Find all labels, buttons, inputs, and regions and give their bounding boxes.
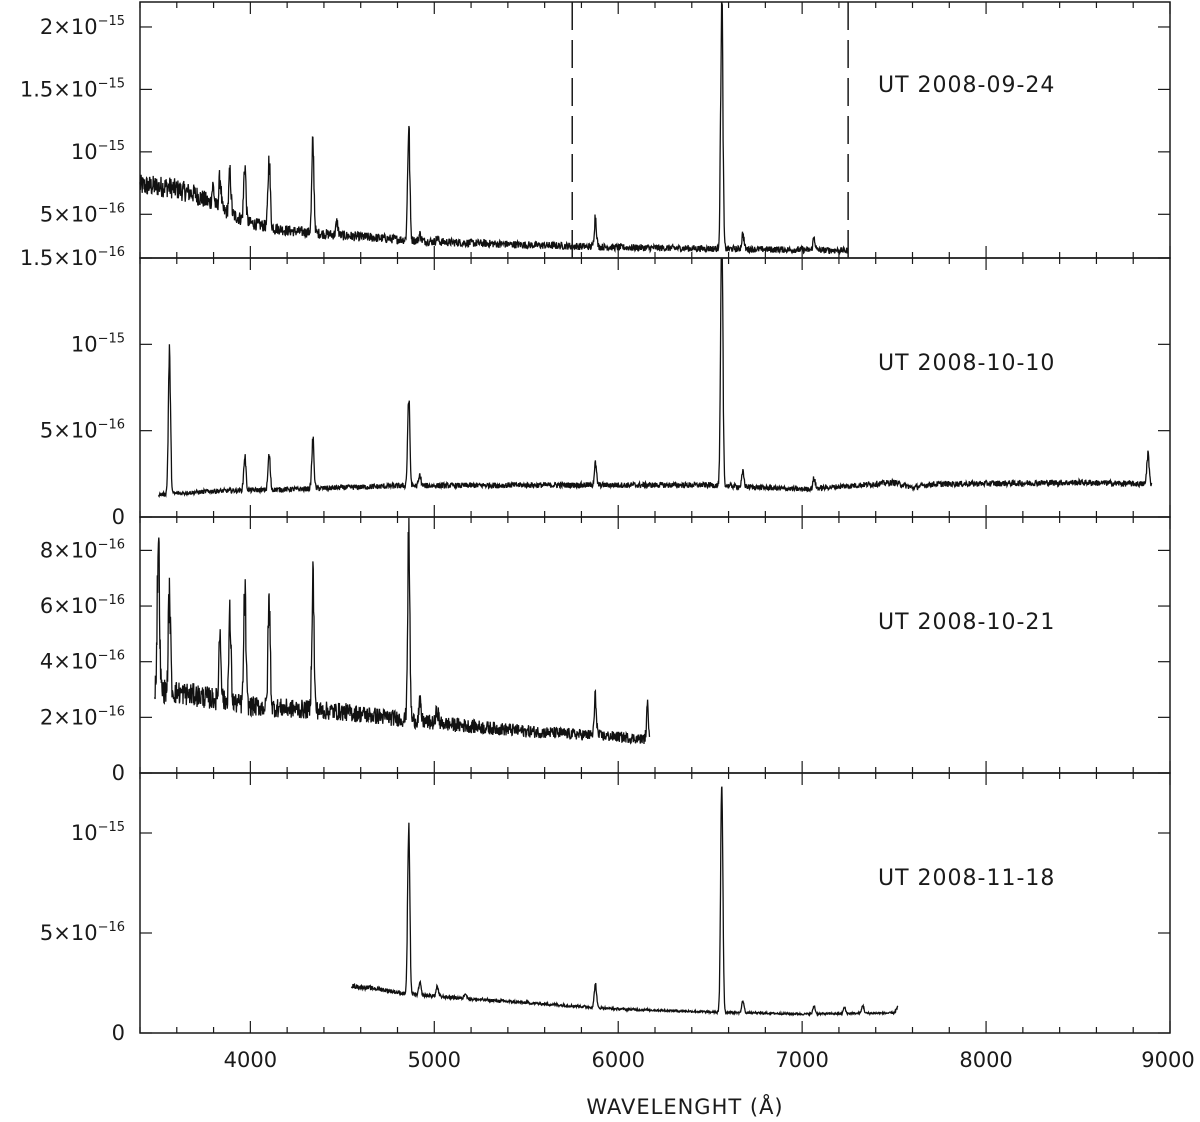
panel-frame [139, 772, 1171, 1034]
y-tick-exponent: −16 [98, 537, 125, 552]
y-tick-mantissa: 0 [112, 1021, 125, 1045]
x-tick-label: 4000 [224, 1048, 277, 1072]
y-tick-label: 2×10−16 [40, 704, 125, 729]
spectrum-line [350, 786, 899, 1018]
panel-frame [139, 516, 1171, 774]
y-tick-exponent: −16 [98, 593, 125, 608]
y-tick-label: 8×10−16 [40, 537, 125, 562]
y-tick-label: 6×10−16 [40, 593, 125, 618]
y-tick-label: 0 [112, 761, 125, 785]
x-tick-label: 5000 [408, 1048, 461, 1072]
y-tick-mantissa: 8×10 [40, 538, 98, 562]
y-tick-label: 2×10−15 [40, 14, 125, 39]
y-tick-mantissa: 1.5×10 [20, 246, 98, 270]
y-tick-exponent: −16 [98, 649, 125, 664]
x-tick-label: 6000 [591, 1048, 644, 1072]
y-tick-mantissa: 5×10 [40, 921, 98, 945]
y-tick-mantissa: 5×10 [40, 202, 98, 226]
y-tick-mantissa: 2×10 [40, 705, 98, 729]
y-tick-mantissa: 2×10 [40, 15, 98, 39]
y-tick-label: 10−15 [71, 331, 125, 356]
spectrum-line [154, 517, 651, 745]
y-tick-exponent: −15 [98, 76, 125, 91]
y-tick-exponent: −15 [98, 820, 125, 835]
spectrum-line [139, 2, 849, 256]
panel-frame [139, 257, 1171, 518]
x-tick-label: 9000 [1141, 1048, 1194, 1072]
y-tick-exponent: −16 [98, 704, 125, 719]
y-tick-mantissa: 4×10 [40, 650, 98, 674]
y-tick-label: 0 [112, 1021, 125, 1045]
y-tick-exponent: −16 [98, 245, 125, 260]
x-tick-label: 8000 [959, 1048, 1012, 1072]
y-tick-mantissa: 10 [71, 332, 98, 356]
x-tick-label: 7000 [775, 1048, 828, 1072]
y-tick-label: 1.5×10−15 [20, 76, 125, 101]
spectrum-panel-4: 0 5×10−16 10−15 UT 2008-11-18 [40, 772, 1171, 1045]
y-tick-exponent: −15 [98, 331, 125, 346]
y-tick-label: 4×10−16 [40, 649, 125, 674]
y-tick-exponent: −15 [98, 14, 125, 29]
y-tick-label: 5×10−16 [40, 418, 125, 443]
y-tick-exponent: −16 [98, 418, 125, 433]
y-tick-label: 0 [112, 505, 125, 529]
y-tick-mantissa: 0 [112, 505, 125, 529]
y-tick-label: 5×10−16 [40, 920, 125, 945]
panel-date-label: UT 2008-11-18 [878, 866, 1055, 891]
y-tick-mantissa: 5×10 [40, 419, 98, 443]
x-axis-label: WAVELENGHT (Å) [586, 1093, 783, 1119]
panel-date-label: UT 2008-10-21 [878, 610, 1055, 635]
y-tick-label: 10−15 [71, 139, 125, 164]
y-tick-exponent: −16 [98, 201, 125, 216]
panel-frame [139, 1, 1171, 259]
spectrum-panel-1: 1.5×10−165×10−1610−151.5×10−152×10−15UT … [20, 1, 1171, 270]
y-tick-exponent: −15 [98, 139, 125, 154]
y-tick-exponent: −16 [98, 920, 125, 935]
y-tick-mantissa: 10 [71, 140, 98, 164]
spectrum-line [157, 258, 1153, 498]
panel-date-label: UT 2008-09-24 [878, 73, 1055, 98]
y-tick-label: 5×10−16 [40, 201, 125, 226]
y-tick-label: 10−15 [71, 820, 125, 845]
y-tick-label: 1.5×10−16 [20, 245, 125, 270]
y-tick-mantissa: 0 [112, 761, 125, 785]
spectrum-panel-2: 0 5×10−16 10−15 UT 2008-10-10 [40, 257, 1171, 529]
y-tick-mantissa: 6×10 [40, 594, 98, 618]
y-tick-mantissa: 10 [71, 821, 98, 845]
panel-date-label: UT 2008-10-10 [878, 351, 1055, 376]
y-tick-mantissa: 1.5×10 [20, 77, 98, 101]
